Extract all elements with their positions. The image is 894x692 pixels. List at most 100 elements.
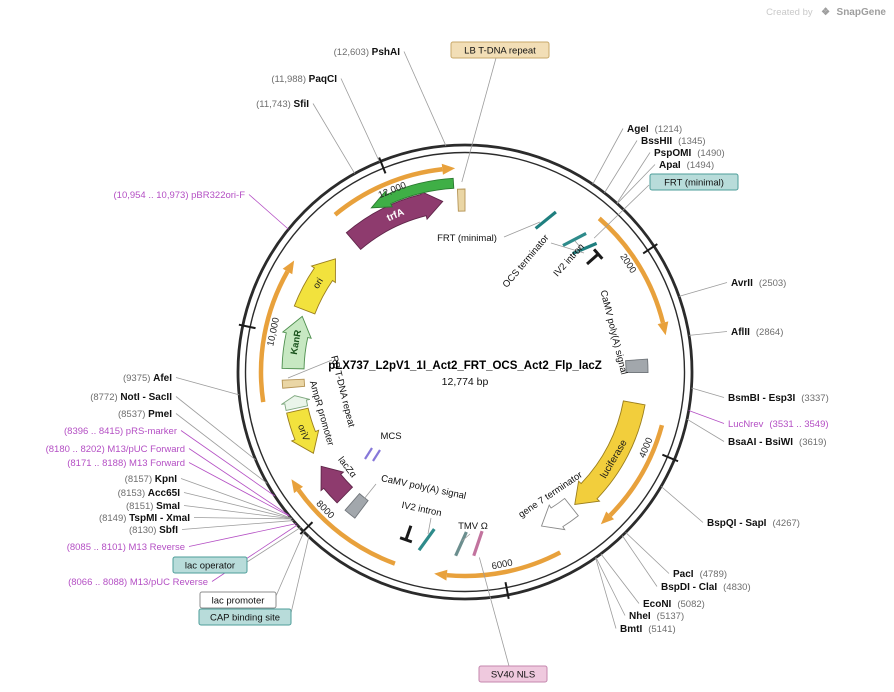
leader-line	[246, 526, 302, 563]
plasmid-title-group: pLX737_L2pV1_1I_Act2_FRT_OCS_Act2_Flp_la…	[328, 360, 602, 388]
site-noti-sacii[interactable]: (8772) NotI - SacII	[90, 392, 172, 403]
leader-line	[478, 557, 510, 667]
feature-camv-polya-signal-1[interactable]	[625, 358, 649, 374]
site-apai[interactable]: ApaI (1494)	[659, 160, 714, 171]
site-bspqi-sapi[interactable]: BspQI - SapI (4267)	[707, 518, 800, 529]
feature-iv2-intron-1[interactable]	[562, 232, 587, 247]
frt-minimal-inner-label[interactable]: FRT (minimal)	[437, 233, 497, 244]
site-tspmi-xmai[interactable]: (8149) TspMI - XmaI	[99, 513, 190, 524]
site-agei[interactable]: AgeI (1214)	[627, 124, 682, 135]
orf-arc-arrowhead	[600, 511, 615, 525]
leader-line	[188, 523, 297, 547]
site-bspdi-clai[interactable]: BspDI - ClaI (4830)	[661, 582, 751, 593]
feature-iv2-intron-2[interactable]	[417, 528, 436, 552]
leader-line	[183, 505, 292, 520]
primer-m13-puc-forward[interactable]: (8180 .. 8202) M13/pUC Forward	[46, 444, 185, 455]
primer-m13-forward[interactable]: (8171 .. 8188) M13 Forward	[67, 458, 185, 469]
leader-line	[604, 140, 638, 194]
site-pspomi[interactable]: PspOMI (1490)	[654, 148, 725, 159]
site-smai[interactable]: (8151) SmaI	[126, 501, 180, 512]
feature-ocs-terminator[interactable]	[586, 248, 604, 266]
site-paqci[interactable]: (11,988) PaqCI	[271, 74, 337, 85]
feature-gene-7-terminator[interactable]	[540, 497, 579, 531]
orf-arc-arrowhead	[657, 321, 669, 336]
orf-arc	[258, 270, 290, 403]
leader-line	[193, 517, 292, 520]
feature-frt-minimal-2[interactable]	[571, 241, 598, 256]
primer-m13-puc-reverse[interactable]: (8066 .. 8088) M13/pUC Reverse	[68, 577, 208, 588]
feature-orf-green[interactable]	[370, 177, 455, 209]
site-bsmbi-esp3i[interactable]: BsmBI - Esp3I (3337)	[728, 393, 829, 404]
feature-oriv[interactable]	[286, 407, 320, 454]
feature-frt-minimal-1[interactable]	[534, 210, 557, 230]
leader-line	[622, 535, 658, 587]
leader-line	[403, 51, 447, 146]
site-sbfi[interactable]: (8130) SbfI	[129, 525, 178, 536]
site-pmei[interactable]: (8537) PmeI	[118, 409, 172, 420]
feature-label-cap-binding-site[interactable]: CAP binding site	[198, 608, 292, 626]
position-tick	[378, 157, 387, 174]
feature-ampr-promoter[interactable]	[281, 395, 311, 411]
feature-camv-polya-signal-2[interactable]	[344, 492, 369, 519]
site-aflii[interactable]: AflII (2864)	[731, 327, 783, 338]
iv2-intron-label-2[interactable]: IV2 intron	[400, 500, 442, 519]
orf-arc-arrowhead	[441, 163, 456, 175]
feature-polya-terminator[interactable]	[399, 525, 413, 544]
feature-lb-t-dna-repeat[interactable]	[456, 188, 466, 212]
site-paci[interactable]: PacI (4789)	[673, 569, 727, 580]
orf-arc	[597, 216, 666, 324]
position-tick	[504, 581, 510, 600]
feature-tmv-omega[interactable]	[454, 531, 468, 557]
svg-text:FRT (minimal): FRT (minimal)	[664, 178, 724, 189]
site-pshai[interactable]: (12,603) PshAI	[334, 47, 401, 58]
site-bmti[interactable]: BmtI (5141)	[620, 624, 676, 635]
site-acc65i[interactable]: (8153) Acc65I	[118, 488, 181, 499]
ocs-terminator-label[interactable]: OCS terminator	[501, 233, 552, 291]
orf-arc	[333, 167, 443, 217]
leader-line	[180, 478, 292, 519]
position-tick-label: 6000	[491, 558, 514, 573]
site-avrii[interactable]: AvrII (2503)	[731, 278, 786, 289]
mcs-label[interactable]: MCS	[380, 431, 401, 442]
feature-label-lac-operator[interactable]: lac operator	[172, 556, 248, 574]
svg-text:lac operator: lac operator	[185, 561, 235, 572]
tmv-omega-label[interactable]: TMV Ω	[458, 521, 488, 532]
camv-polya-label-2[interactable]: CaMV poly(A) signal	[380, 473, 467, 502]
site-kpni[interactable]: (8157) KpnI	[125, 474, 178, 485]
primer-prs-marker[interactable]: (8396 .. 8415) pRS-marker	[64, 426, 177, 437]
feature-label-frt-minimal[interactable]: FRT (minimal)	[649, 173, 739, 191]
primer-m13-reverse[interactable]: (8085 .. 8101) M13 Reverse	[67, 542, 185, 553]
leader-line	[188, 462, 290, 517]
feature-luciferase[interactable]	[574, 400, 646, 505]
camv-polya-label-1[interactable]: CaMV poly(A) signal	[598, 289, 630, 376]
feature-kanr[interactable]	[281, 315, 312, 370]
feature-label-sv40-nls[interactable]: SV40 NLS	[478, 665, 548, 683]
orf-arc-arrowhead	[434, 569, 448, 581]
orf-arc	[446, 550, 562, 579]
orf-arc-arrowhead	[282, 260, 295, 275]
leader-lines	[175, 51, 728, 667]
svg-text:LB T-DNA repeat: LB T-DNA repeat	[464, 46, 536, 57]
feature-lacz-alpha[interactable]	[320, 465, 354, 504]
site-sfii[interactable]: (11,743) SfiI	[256, 99, 309, 110]
feature-sv40-nls[interactable]	[472, 530, 484, 557]
site-nhei[interactable]: NheI (5137)	[629, 611, 684, 622]
leader-line	[461, 533, 471, 542]
primer-lucnrev[interactable]: LucNrev (3531 .. 3549)	[728, 419, 829, 430]
feature-ori[interactable]	[293, 258, 336, 315]
feature-rb-t-dna-repeat[interactable]	[281, 378, 306, 389]
feature-label-ori: ori	[311, 276, 326, 291]
leader-line	[181, 520, 294, 530]
feature-label-lac-promoter[interactable]: lac promoter	[199, 591, 277, 609]
primer-pbr322ori-f[interactable]: (10,954 .. 10,973) pBR322ori-F	[114, 190, 246, 201]
feature-label-lb-t-dna-repeat[interactable]: LB T-DNA repeat	[450, 41, 550, 59]
site-bsaai-bsiwi[interactable]: BsaAI - BsiWI (3619)	[728, 437, 827, 448]
feature-trfa[interactable]	[345, 190, 444, 251]
iv2-intron-label-1[interactable]: IV2 intron	[551, 242, 586, 280]
leader-line	[312, 103, 356, 174]
site-econi[interactable]: EcoNI (5082)	[643, 599, 705, 610]
leader-line	[188, 448, 290, 516]
site-afei[interactable]: (9375) AfeI	[123, 373, 172, 384]
site-bsshii[interactable]: BssHII (1345)	[641, 136, 706, 147]
leader-line	[688, 331, 728, 336]
